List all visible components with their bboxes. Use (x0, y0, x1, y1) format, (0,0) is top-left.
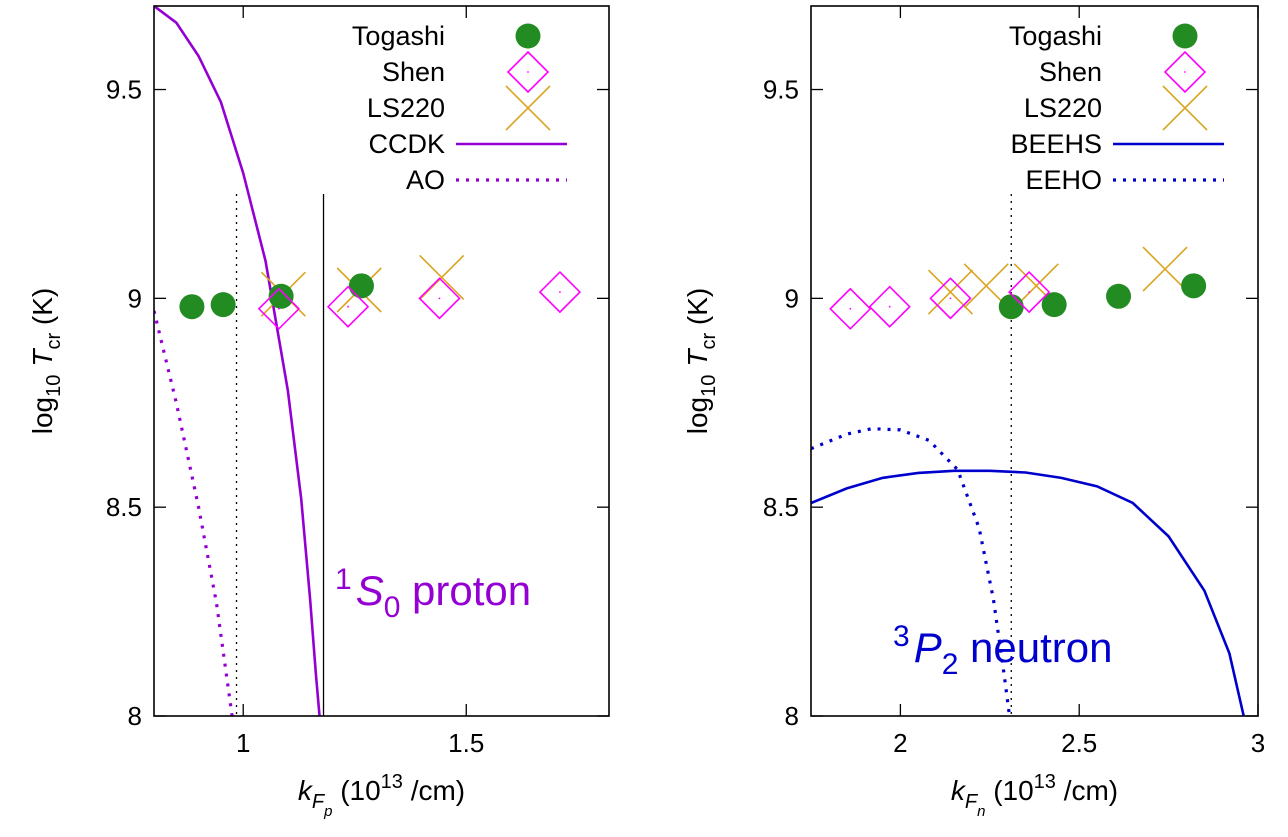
data-point-ls220 (927, 269, 974, 315)
data-point-ls220 (419, 254, 465, 301)
y-tick-label: 8 (785, 701, 799, 731)
legend-label: LS220 (367, 93, 445, 123)
data-point-center (849, 307, 852, 310)
legend-label: Shen (1039, 57, 1102, 87)
y-tick-label: 8.5 (106, 492, 142, 522)
legend-label: CCDK (368, 129, 445, 159)
data-point-center (438, 297, 441, 300)
data-point-shen (326, 285, 370, 328)
plot-frame (153, 5, 610, 717)
y-tick-label: 8.5 (763, 492, 799, 522)
data-point-shen (1008, 270, 1051, 314)
data-point-shen (929, 277, 972, 320)
data-point-togashi (348, 273, 374, 299)
data-point-shen (868, 285, 911, 328)
legend-label: Togashi (352, 21, 445, 51)
legend-label: EEHO (1025, 165, 1102, 195)
series-line-ao (154, 310, 234, 716)
data-point-togashi (515, 23, 541, 49)
y-tick-label: 9.5 (763, 75, 799, 105)
data-point-center (527, 71, 529, 73)
chart-panel-1: 8 8.5 9 9.5 1 1.5 Togashi Shen LS220 CCDK AO 1S0 pr… (27, 5, 610, 820)
data-point-center (888, 305, 891, 308)
data-point-togashi (268, 283, 294, 309)
series-line-beehs (811, 469, 1245, 716)
data-point-center (347, 305, 349, 308)
data-point-togashi (210, 292, 236, 318)
y-tick-label: 8 (128, 701, 142, 731)
data-point-shen (538, 270, 582, 314)
legend-label: Shen (382, 57, 445, 87)
legend: Togashi Shen LS220 CCDK AO (352, 21, 567, 195)
data-point-shen (506, 50, 550, 94)
data-point-togashi (179, 294, 205, 320)
data-point-togashi (1106, 283, 1132, 309)
y-axis-label: log10Tcr (K) (682, 288, 720, 435)
series-line-ccdk (154, 6, 321, 716)
data-point-shen (829, 287, 872, 330)
data-point-center (278, 307, 280, 310)
y-tick-label: 9 (128, 283, 142, 313)
data-point-shen (1163, 50, 1207, 94)
legend-label: LS220 (1024, 93, 1102, 123)
data-point-center (949, 297, 952, 300)
x-axis-label: kFn (1013 /cm) (951, 771, 1118, 820)
y-axis-label: log10Tcr (K) (27, 288, 65, 435)
data-point-center (559, 291, 561, 293)
x-tick-label: 1 (236, 728, 250, 758)
x-tick-label: 1.5 (448, 728, 484, 758)
data-point-togashi (998, 294, 1024, 320)
x-tick-label: 2 (893, 728, 907, 758)
chart-panel-2: 8 8.5 9 9.5 2 2.5 3 Togashi Shen LS220 BEEHS EEHO 3P… (682, 5, 1265, 820)
data-point-togashi (1041, 292, 1067, 318)
data-point-center (1184, 71, 1186, 73)
data-point-togashi (1172, 23, 1198, 49)
plot-frame (810, 5, 1259, 717)
panel-annotation: 1S0 proton (335, 563, 531, 624)
legend-label: Togashi (1009, 21, 1102, 51)
x-tick-label: 3 (1251, 728, 1265, 758)
data-point-ls220 (1162, 85, 1208, 131)
data-point-center (1028, 291, 1031, 293)
data-point-ls220 (505, 85, 551, 131)
legend-label: BEEHS (1010, 129, 1102, 159)
data-point-shen (418, 277, 461, 320)
data-point-shen (257, 287, 301, 330)
x-axis-label: kFp (1013 /cm) (298, 771, 465, 820)
data-point-ls220 (1142, 246, 1188, 292)
y-tick-label: 9 (785, 283, 799, 313)
data-point-togashi (1181, 273, 1207, 299)
x-tick-label: 2.5 (1061, 728, 1097, 758)
legend: Togashi Shen LS220 BEEHS EEHO (1009, 21, 1224, 195)
y-tick-label: 9.5 (106, 75, 142, 105)
panel-annotation: 3P2 neutron (893, 620, 1113, 681)
legend-label: AO (406, 165, 445, 195)
series-line-eeho (811, 427, 1012, 716)
